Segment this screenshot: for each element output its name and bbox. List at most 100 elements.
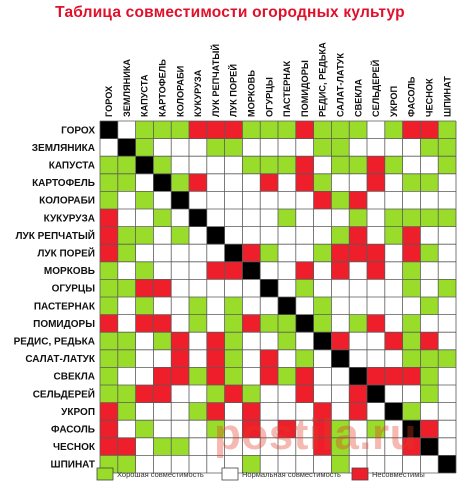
- cell-neutral: [224, 226, 243, 245]
- cell-bad: [367, 156, 385, 174]
- cell-self: [402, 420, 421, 438]
- row-label: ФАСОЛЬ: [51, 425, 95, 436]
- column-label: ФАСОЛЬ: [407, 76, 417, 117]
- cell-bad: [100, 402, 118, 421]
- cell-neutral: [242, 297, 261, 315]
- cell-bad: [100, 314, 118, 333]
- cell-neutral: [420, 261, 439, 280]
- cell-neutral: [278, 261, 296, 280]
- cell-neutral: [135, 244, 154, 262]
- cell-bad: [349, 191, 367, 209]
- cell-good: [189, 402, 207, 421]
- cell-good: [384, 121, 403, 139]
- cell-bad: [295, 367, 314, 385]
- column-label: ПОМИДОРЫ: [300, 60, 310, 117]
- cell-neutral: [278, 437, 296, 456]
- cell-neutral: [438, 402, 456, 421]
- cell-bad: [206, 261, 225, 280]
- cell-neutral: [402, 455, 421, 473]
- cell-bad: [420, 420, 439, 438]
- cell-neutral: [295, 297, 314, 315]
- cell-neutral: [384, 349, 403, 368]
- cell-neutral: [135, 437, 154, 456]
- cell-neutral: [117, 367, 136, 385]
- cell-good: [278, 314, 296, 333]
- row-label: ГОРОХ: [61, 125, 95, 136]
- cell-neutral: [402, 156, 421, 174]
- cell-neutral: [153, 261, 172, 280]
- cell-neutral: [420, 455, 439, 473]
- cell-neutral: [278, 191, 296, 209]
- column-label: КУКУРУЗА: [193, 69, 203, 117]
- column-label: ШПИНАТ: [442, 76, 452, 117]
- cell-neutral: [367, 209, 385, 227]
- cell-good: [206, 420, 225, 438]
- cell-neutral: [224, 191, 243, 209]
- cell-neutral: [384, 297, 403, 315]
- row-label: САЛАТ-ЛАТУК: [25, 354, 96, 365]
- cell-self: [135, 156, 154, 174]
- cell-neutral: [313, 279, 332, 297]
- cell-good: [331, 121, 350, 139]
- cell-neutral: [153, 455, 172, 473]
- cell-good: [367, 420, 385, 438]
- cell-good: [331, 420, 350, 438]
- cell-neutral: [438, 191, 456, 209]
- cell-neutral: [438, 226, 456, 245]
- cell-neutral: [313, 261, 332, 280]
- cell-neutral: [189, 420, 207, 438]
- cell-good: [135, 138, 154, 157]
- cell-good: [420, 297, 439, 315]
- cell-neutral: [402, 385, 421, 403]
- cell-bad: [206, 367, 225, 385]
- cell-neutral: [153, 349, 172, 368]
- row-labels: ГОРОХ ЗЕМЛЯНИКА КАПУСТА КАРТОФЕЛЬ КОЛОРАБИ КУ…: [14, 125, 96, 470]
- cell-good: [438, 121, 456, 139]
- cell-bad: [384, 332, 403, 350]
- cell-good: [438, 156, 456, 174]
- cell-self: [117, 138, 136, 157]
- cell-bad: [367, 367, 385, 385]
- cell-neutral: [135, 349, 154, 368]
- cell-neutral: [295, 226, 314, 245]
- cell-bad: [153, 314, 172, 333]
- cell-neutral: [224, 420, 243, 438]
- cell-bad: [135, 279, 154, 297]
- cell-neutral: [135, 402, 154, 421]
- cell-good: [135, 297, 154, 315]
- cell-neutral: [117, 420, 136, 438]
- cell-good: [278, 121, 296, 139]
- cell-neutral: [331, 367, 350, 385]
- cell-neutral: [189, 332, 207, 350]
- cell-neutral: [349, 332, 367, 350]
- cell-good: [420, 138, 439, 157]
- cell-neutral: [242, 367, 261, 385]
- cell-good: [331, 138, 350, 157]
- cell-good: [313, 314, 332, 333]
- cell-bad: [242, 420, 261, 438]
- cell-neutral: [206, 209, 225, 227]
- cell-neutral: [367, 138, 385, 157]
- cell-neutral: [278, 402, 296, 421]
- row-label: КОЛОРАБИ: [39, 196, 95, 207]
- cell-neutral: [153, 226, 172, 245]
- cell-bad: [402, 226, 421, 245]
- cell-neutral: [420, 314, 439, 333]
- cell-self: [260, 279, 278, 297]
- cell-neutral: [313, 455, 332, 473]
- cell-neutral: [349, 279, 367, 297]
- cell-neutral: [171, 279, 189, 297]
- cell-neutral: [260, 455, 278, 473]
- cell-neutral: [260, 191, 278, 209]
- cell-self: [313, 332, 332, 350]
- cell-neutral: [117, 209, 136, 227]
- row-label: УКРОП: [61, 407, 95, 418]
- cell-neutral: [242, 191, 261, 209]
- cell-bad: [313, 191, 332, 209]
- row-label: КАПУСТА: [49, 161, 95, 172]
- cell-good: [349, 121, 367, 139]
- cell-good: [420, 367, 439, 385]
- cell-bad: [331, 332, 350, 350]
- cell-neutral: [260, 226, 278, 245]
- cell-neutral: [260, 297, 278, 315]
